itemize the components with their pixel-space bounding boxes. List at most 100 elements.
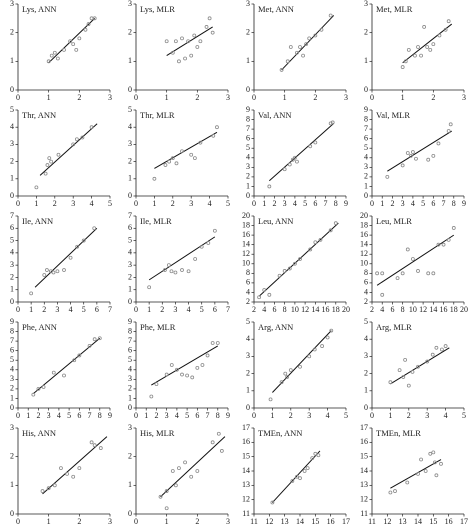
point [290, 157, 295, 162]
y-tick-label: 1 [128, 174, 132, 183]
x-tick-label: 4 [90, 199, 94, 208]
y-tick-label: 1 [128, 56, 132, 65]
point [200, 363, 205, 367]
fit-line [160, 436, 226, 498]
point [92, 16, 97, 21]
point [448, 122, 453, 127]
y-tick-label: 20 [360, 211, 368, 220]
point [198, 39, 203, 44]
x-tick-label: 5 [226, 199, 230, 208]
y-tick-label: 0 [10, 297, 14, 306]
y-tick-label: 8 [364, 268, 368, 277]
point [71, 142, 76, 147]
point [169, 269, 174, 274]
x-tick-label: 1 [283, 93, 287, 102]
x-tick-label: 6 [431, 199, 435, 208]
y-tick-label: 4 [246, 334, 250, 343]
y-tick-label: 4 [10, 365, 14, 374]
y-tick-label: 14 [242, 466, 250, 475]
y-tick-label: 16 [242, 230, 250, 239]
panel-title: Arg, MLR [376, 322, 412, 332]
point [49, 159, 54, 164]
point [186, 269, 191, 274]
y-tick-label: 2 [364, 27, 368, 36]
x-tick-label: 3 [283, 199, 287, 208]
point [268, 397, 273, 402]
x-tick-label: 4 [326, 411, 330, 420]
x-tick-label: 2 [390, 199, 394, 208]
point [295, 50, 299, 55]
x-tick-label: 1 [147, 305, 151, 314]
point [295, 474, 299, 479]
fit-line [402, 23, 453, 64]
x-tick-label: 8 [334, 199, 338, 208]
point [405, 480, 410, 485]
y-tick-label: 1 [364, 181, 368, 190]
point [385, 174, 390, 179]
point [180, 372, 184, 377]
y-tick-label: 5 [128, 355, 132, 364]
point [313, 451, 318, 456]
point [180, 36, 184, 41]
y-tick-label: 9 [246, 105, 250, 114]
point [400, 163, 405, 168]
x-tick-label: 3 [47, 411, 51, 420]
y-tick-label: 6 [128, 345, 132, 354]
point [52, 50, 57, 55]
point [313, 140, 318, 145]
x-tick-label: 2 [195, 517, 199, 526]
y-tick-label: 20 [242, 211, 250, 220]
x-tick-label: 16 [322, 305, 330, 314]
point [62, 47, 66, 52]
point [177, 466, 181, 471]
x-tick-label: 0 [370, 199, 374, 208]
x-tick-label: 3 [71, 199, 75, 208]
y-tick-label: 0 [128, 509, 132, 518]
x-tick-label: 2 [53, 199, 57, 208]
y-tick-label: 4 [128, 248, 132, 257]
point [92, 337, 97, 342]
point [282, 167, 287, 172]
x-tick-label: 3 [173, 305, 177, 314]
fit-line [39, 123, 98, 176]
x-tick-label: 3 [401, 199, 405, 208]
point [428, 47, 433, 52]
point [304, 42, 309, 47]
point [320, 344, 324, 348]
point [62, 373, 66, 378]
point [400, 65, 405, 69]
fit-line [148, 236, 216, 281]
point [410, 257, 415, 261]
y-tick-label: 5 [364, 317, 368, 326]
x-tick-label: 0 [370, 411, 374, 420]
panel-title: Lys, ANN [22, 4, 56, 14]
x-tick-label: 15 [311, 517, 319, 526]
point [41, 385, 46, 389]
point [204, 25, 209, 29]
y-tick-label: 3 [364, 162, 368, 171]
point [198, 140, 203, 145]
y-tick-label: 2 [128, 156, 132, 165]
panel-title: Thr, MLR [140, 110, 175, 120]
x-tick-label: 13 [281, 517, 289, 526]
y-tick-label: 2 [364, 368, 368, 377]
point [170, 469, 175, 473]
x-tick-label: 2 [77, 517, 81, 526]
point [74, 137, 79, 142]
point [183, 56, 187, 61]
point [431, 450, 436, 455]
point [215, 125, 219, 130]
point [406, 47, 411, 52]
point [45, 163, 50, 167]
point [292, 155, 297, 160]
point [406, 383, 411, 388]
point [426, 271, 431, 276]
x-tick-label: 4 [208, 199, 212, 208]
point [31, 392, 36, 397]
point [81, 238, 86, 243]
y-tick-label: 16 [360, 437, 368, 446]
x-tick-label: 20 [460, 305, 468, 314]
point [302, 469, 307, 473]
point [46, 486, 51, 491]
x-tick-label: 0 [16, 305, 20, 314]
